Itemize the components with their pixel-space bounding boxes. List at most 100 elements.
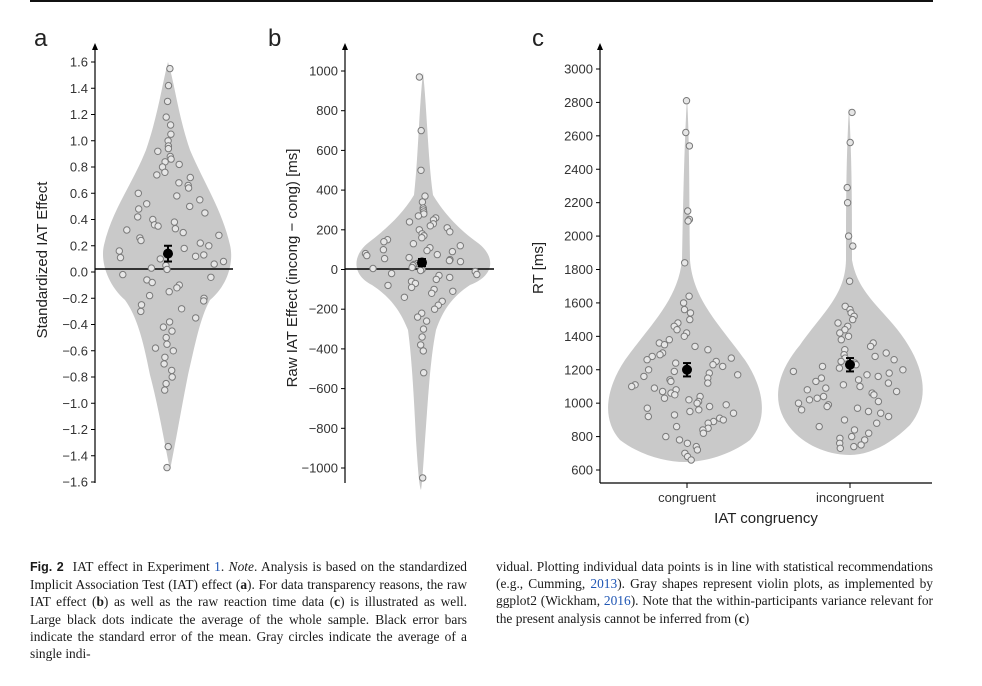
- data-point-b: [422, 317, 431, 325]
- data-point-a: [161, 386, 169, 394]
- data-point-c-congruent: [684, 217, 692, 225]
- data-point-b: [426, 222, 434, 230]
- data-point-a: [168, 366, 176, 375]
- ytick-label-a: −0.8: [62, 370, 88, 385]
- data-point-c-incongruent: [884, 379, 893, 387]
- ylabel-c: RT [ms]: [530, 242, 547, 294]
- data-point-b: [456, 257, 465, 266]
- data-point-c-incongruent: [797, 406, 806, 414]
- ytick-label-b: −400: [309, 341, 338, 356]
- ytick-label-c: 3000: [564, 62, 593, 77]
- citation-link[interactable]: 2013: [590, 576, 618, 592]
- data-point-c-incongruent: [822, 384, 830, 392]
- data-point-c-congruent: [656, 351, 664, 359]
- ytick-label-c: 1800: [564, 262, 593, 277]
- data-point-a: [164, 81, 173, 90]
- data-point-c-congruent: [680, 305, 689, 314]
- data-point-c-incongruent: [850, 442, 858, 451]
- data-point-b: [413, 313, 422, 321]
- data-point-c-incongruent: [835, 364, 844, 372]
- data-point-c-incongruent: [813, 394, 821, 402]
- data-point-a: [173, 284, 181, 292]
- data-point-c-incongruent: [837, 357, 845, 366]
- data-point-b: [400, 293, 409, 301]
- data-point-c-incongruent: [843, 199, 852, 207]
- caption-panel-ref: a: [240, 577, 248, 593]
- data-point-b: [416, 266, 425, 275]
- data-point-c-congruent: [686, 309, 695, 317]
- data-point-c-congruent: [679, 299, 688, 307]
- data-point-c-congruent: [667, 377, 675, 386]
- ytick-label-c: 1200: [564, 362, 593, 377]
- data-point-c-congruent: [685, 292, 693, 300]
- data-point-a: [200, 251, 208, 259]
- data-point-c-congruent: [644, 412, 652, 421]
- data-point-b: [417, 126, 425, 135]
- data-point-a: [145, 291, 154, 300]
- data-point-c-congruent: [693, 399, 701, 407]
- data-point-c-congruent: [691, 342, 699, 351]
- experiment-link[interactable]: 1: [214, 559, 221, 574]
- ytick-label-a: −1.6: [62, 475, 88, 490]
- data-point-c-incongruent: [885, 369, 893, 377]
- data-point-c-incongruent: [877, 409, 885, 417]
- data-point-c-congruent: [670, 411, 679, 419]
- data-point-b: [432, 275, 440, 284]
- panel-b-mean-dot: [417, 257, 427, 268]
- data-point-a: [162, 333, 170, 342]
- data-point-a: [154, 222, 162, 230]
- ytick-label-a: −0.6: [62, 343, 88, 358]
- data-point-c-congruent: [695, 406, 703, 414]
- data-point-c-incongruent: [899, 366, 907, 374]
- data-point-c-congruent: [734, 371, 742, 379]
- ytick-label-b: 400: [316, 183, 338, 198]
- citation-link[interactable]: 2016: [603, 593, 631, 609]
- data-point-b: [473, 270, 481, 279]
- data-point-a: [115, 247, 124, 255]
- data-point-c-congruent: [704, 379, 712, 387]
- data-point-c-congruent: [672, 422, 681, 431]
- data-point-c-incongruent: [843, 183, 851, 192]
- data-point-b: [418, 198, 427, 206]
- data-point-c-congruent: [681, 259, 689, 267]
- data-point-b: [421, 192, 429, 200]
- data-point-a: [164, 144, 173, 153]
- panel-c-incongruent-mean-dot: [845, 359, 855, 370]
- caption-left-column: Fig. 2 IAT effect in Experiment 1. Note.…: [30, 558, 467, 662]
- ytick-label-c: 2400: [564, 162, 593, 177]
- data-point-c-congruent: [685, 142, 694, 150]
- ytick-label-b: 0: [331, 262, 338, 277]
- data-point-c-incongruent: [819, 392, 828, 401]
- ytick-label-c: 600: [571, 463, 593, 478]
- data-point-a: [219, 257, 228, 266]
- data-point-b: [419, 474, 427, 482]
- data-point-c-congruent: [644, 366, 653, 374]
- axis-a-arrow: [92, 43, 98, 50]
- data-point-b: [369, 264, 377, 273]
- data-point-b: [420, 369, 428, 377]
- caption-right-column: vidual. Plotting individual data points …: [496, 558, 933, 627]
- data-point-c-incongruent: [837, 336, 845, 344]
- data-point-a: [192, 314, 200, 322]
- data-point-c-congruent: [687, 456, 695, 464]
- data-point-c-incongruent: [789, 367, 798, 376]
- data-point-c-congruent: [643, 404, 651, 412]
- ytick-label-a: 0.4: [70, 212, 88, 227]
- data-point-a: [201, 209, 209, 217]
- data-point-a: [162, 113, 170, 121]
- ytick-label-a: 0.6: [70, 186, 88, 201]
- data-point-c-congruent: [640, 372, 648, 381]
- data-point-c-incongruent: [818, 362, 827, 371]
- ytick-label-b: 600: [316, 143, 338, 158]
- data-point-b: [445, 256, 454, 265]
- ytick-label-c: 1000: [564, 396, 593, 411]
- data-point-b: [417, 341, 425, 349]
- data-point-a: [137, 236, 145, 245]
- caption-text: IAT effect in Experiment: [72, 559, 215, 574]
- xtick-label-incongruent: incongruent: [816, 490, 884, 505]
- data-point-c-congruent: [643, 356, 651, 364]
- data-point-c-incongruent: [834, 319, 842, 327]
- ytick-label-b: −200: [309, 302, 338, 317]
- data-point-a: [134, 213, 142, 221]
- data-point-a: [177, 305, 186, 313]
